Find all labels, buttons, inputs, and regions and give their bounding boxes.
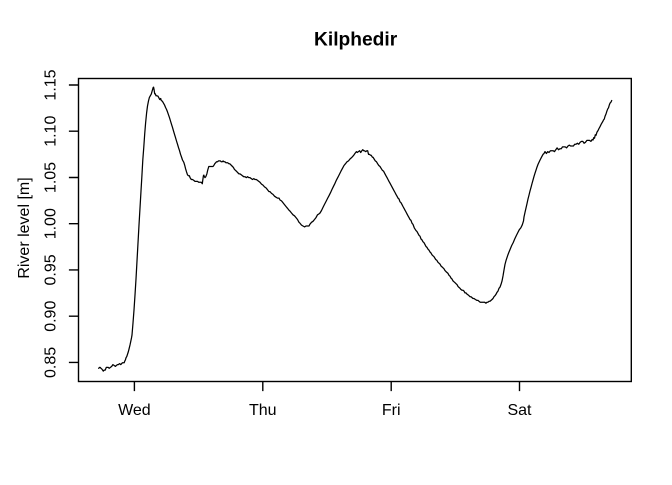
svg-text:0.90: 0.90 (43, 301, 60, 332)
svg-text:0.85: 0.85 (43, 347, 60, 378)
svg-text:0.95: 0.95 (43, 254, 60, 285)
svg-text:Wed: Wed (118, 402, 151, 419)
svg-text:Kilphedir: Kilphedir (314, 29, 398, 50)
svg-text:1.05: 1.05 (43, 162, 60, 193)
svg-text:1.15: 1.15 (43, 69, 60, 100)
svg-text:River level [m]: River level [m] (16, 177, 33, 278)
svg-text:Fri: Fri (382, 402, 401, 419)
svg-text:1.00: 1.00 (43, 208, 60, 239)
svg-text:Sat: Sat (507, 402, 532, 419)
svg-text:Thu: Thu (249, 402, 277, 419)
svg-text:1.10: 1.10 (43, 116, 60, 147)
